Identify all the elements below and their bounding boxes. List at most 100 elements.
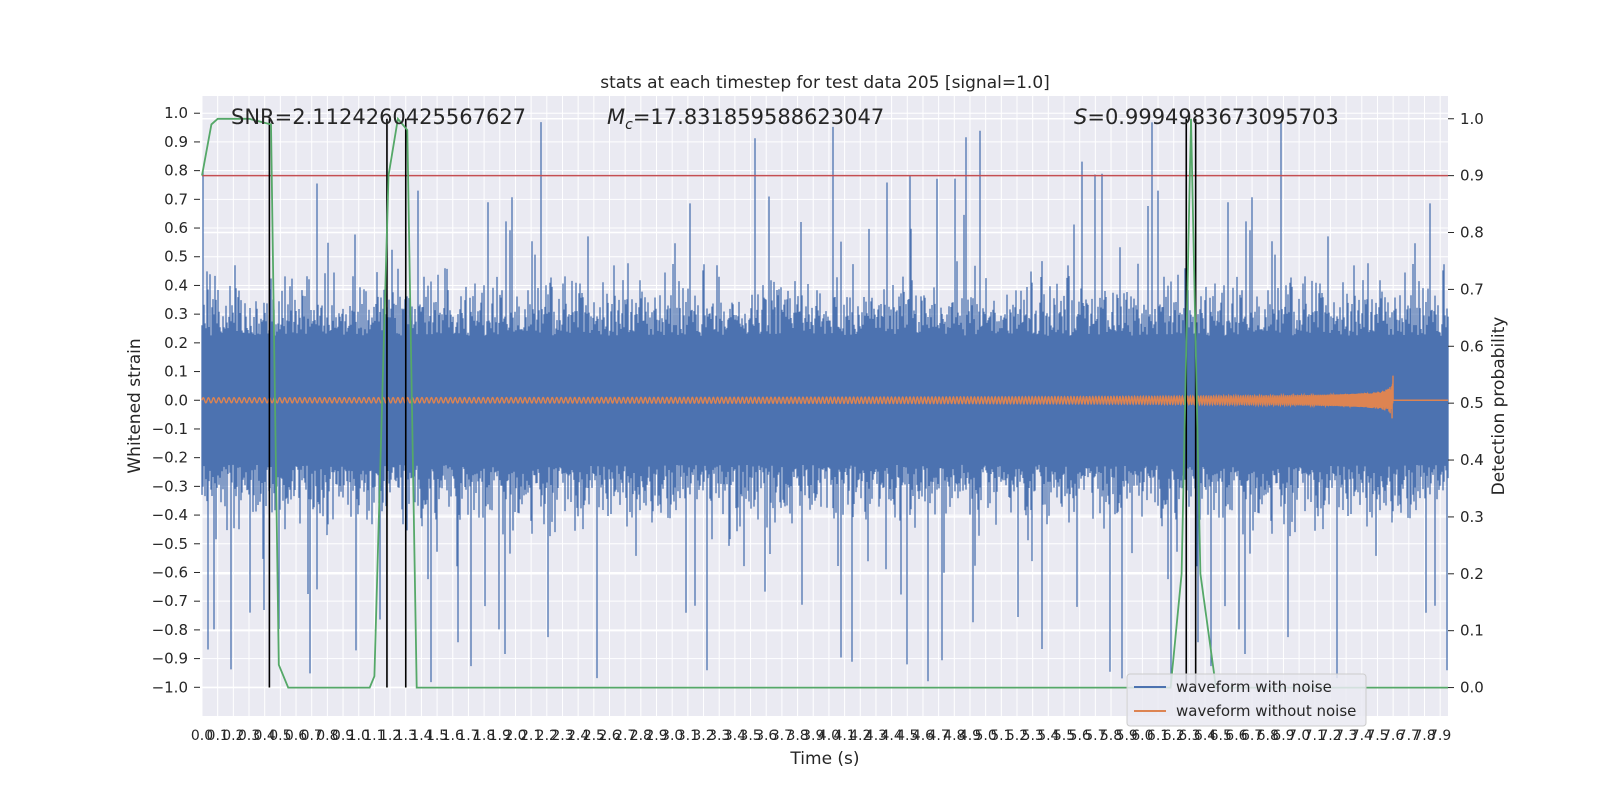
y-left-tick-label: −0.3 xyxy=(152,477,188,495)
x-tick-label: 5.1 xyxy=(990,728,1012,744)
x-tick-label: 7.0 xyxy=(1288,728,1310,744)
x-tick-label: 3.0 xyxy=(661,728,683,744)
x-tick-label: 1.0 xyxy=(348,728,370,744)
y-left-tick-label: 0.6 xyxy=(164,219,188,237)
x-tick-label: 0.5 xyxy=(269,728,291,744)
x-axis-label: Time (s) xyxy=(789,749,859,769)
x-tick-label: 0.9 xyxy=(332,728,354,744)
x-tick-label: 1.7 xyxy=(457,728,479,744)
x-tick-label: 6.2 xyxy=(1163,728,1185,744)
y-right-tick-label: 0.7 xyxy=(1460,280,1484,298)
chart-title: stats at each timestep for test data 205… xyxy=(600,73,1050,93)
x-tick-label: 0.3 xyxy=(238,728,260,744)
x-tick-label: 1.5 xyxy=(426,728,448,744)
x-tick-label: 4.8 xyxy=(943,728,965,744)
x-tick-label: 0.7 xyxy=(301,728,323,744)
x-tick-label: 5.3 xyxy=(1022,728,1044,744)
y-right-tick-label: 0.1 xyxy=(1460,622,1484,640)
y-right-tick-label: 0.0 xyxy=(1460,679,1484,697)
x-tick-label: 2.5 xyxy=(583,728,605,744)
y-left-tick-label: −0.5 xyxy=(152,535,188,553)
y-right-tick-label: 0.8 xyxy=(1460,224,1484,242)
x-tick-label: 3.3 xyxy=(708,728,730,744)
x-tick-label: 4.9 xyxy=(959,728,981,744)
y-left-tick-label: −0.1 xyxy=(152,420,188,438)
y-left-tick-label: −0.8 xyxy=(152,621,188,639)
x-tick-label: 6.4 xyxy=(1194,728,1216,744)
x-tick-label: 1.8 xyxy=(473,728,495,744)
x-tick-label: 5.8 xyxy=(1100,728,1122,744)
y-left-tick-label: 0.2 xyxy=(164,334,188,352)
x-tick-label: 7.1 xyxy=(1304,728,1326,744)
x-tick-label: 1.6 xyxy=(442,728,464,744)
s-annotation: S=0.9994983673095703 xyxy=(1074,105,1339,129)
x-tick-label: 6.3 xyxy=(1178,728,1200,744)
s-value: =0.9994983673095703 xyxy=(1087,105,1338,129)
snr-annotation: SNR=2.1124260425567627 xyxy=(231,105,526,129)
y-axis-right-ticks: 1.0 0.9 0.8 0.7 0.6 0.5 0.4 0.3 0.2 0.1 0.0 xyxy=(1448,110,1484,697)
event-lines xyxy=(268,118,1197,688)
y-left-tick-label: −0.4 xyxy=(152,506,188,524)
y-left-tick-label: −0.7 xyxy=(152,592,188,610)
x-tick-label: 1.4 xyxy=(410,728,432,744)
x-tick-label: 4.2 xyxy=(849,728,871,744)
x-tick-label: 4.5 xyxy=(896,728,918,744)
y-left-tick-label: 0.3 xyxy=(164,305,188,323)
x-tick-label: 5.9 xyxy=(1116,728,1138,744)
x-tick-label: 6.6 xyxy=(1225,728,1247,744)
x-tick-label: 0.6 xyxy=(285,728,307,744)
x-tick-label: 6.1 xyxy=(1147,728,1169,744)
y-left-tick-label: −0.9 xyxy=(152,650,188,668)
x-tick-label: 5.6 xyxy=(1069,728,1091,744)
legend: waveform with noise waveform without noi… xyxy=(1126,673,1367,727)
y-left-tick-label: 0.7 xyxy=(164,190,188,208)
x-tick-label: 6.9 xyxy=(1272,728,1294,744)
x-tick-label: 7.2 xyxy=(1319,728,1341,744)
x-tick-label: 4.1 xyxy=(833,728,855,744)
y-left-tick-label: −0.6 xyxy=(152,563,188,581)
y-left-tick-label: −0.2 xyxy=(152,449,188,467)
y-axis-left-ticks: 1.0 0.9 0.8 0.7 0.6 0.5 0.4 0.3 0.2 0.1 0.0 −0.1 −0.… xyxy=(152,104,200,696)
x-tick-label: 2.7 xyxy=(614,728,636,744)
y-left-tick-label: 1.0 xyxy=(164,104,188,122)
y-left-tick-label: 0.5 xyxy=(164,248,188,266)
y-left-tick-label: 0.1 xyxy=(164,363,188,381)
y-right-tick-label: 0.2 xyxy=(1460,565,1484,583)
x-tick-label: 3.1 xyxy=(677,728,699,744)
legend-box xyxy=(1126,673,1367,727)
x-tick-label: 0.0 xyxy=(191,728,213,744)
x-tick-label: 7.8 xyxy=(1413,728,1435,744)
y-left-tick-label: 0.0 xyxy=(164,391,188,409)
y-axis-label-right: Detection probability xyxy=(1489,317,1509,496)
legend-label-noise: waveform with noise xyxy=(1176,678,1332,696)
x-tick-label: 7.7 xyxy=(1398,728,1420,744)
chirp-mass-annotation: Mc=17.831859588623047 xyxy=(607,105,884,133)
x-tick-label: 7.6 xyxy=(1382,728,1404,744)
x-tick-label: 1.2 xyxy=(379,728,401,744)
y-right-tick-label: 1.0 xyxy=(1460,110,1484,128)
s-symbol: S xyxy=(1074,105,1087,129)
x-tick-label: 1.1 xyxy=(363,728,385,744)
x-tick-label: 4.0 xyxy=(818,728,840,744)
x-tick-label: 5.0 xyxy=(975,728,997,744)
x-tick-label: 7.9 xyxy=(1429,728,1451,744)
x-tick-label: 7.5 xyxy=(1366,728,1388,744)
x-tick-label: 3.6 xyxy=(755,728,777,744)
x-tick-label: 2.1 xyxy=(520,728,542,744)
y-left-tick-label: 0.9 xyxy=(164,133,188,151)
x-tick-label: 5.4 xyxy=(1037,728,1059,744)
x-tick-label: 2.8 xyxy=(630,728,652,744)
x-tick-label: 3.2 xyxy=(692,728,714,744)
x-tick-label: 3.5 xyxy=(739,728,761,744)
y-left-tick-label: 0.4 xyxy=(164,276,188,294)
legend-label-clean: waveform without noise xyxy=(1176,702,1356,720)
x-tick-label: 2.9 xyxy=(645,728,667,744)
x-axis-ticks: 0.00.10.20.30.40.50.60.70.80.91.01.11.21… xyxy=(191,728,1451,744)
y-right-tick-label: 0.9 xyxy=(1460,167,1484,185)
y-right-tick-label: 0.3 xyxy=(1460,508,1484,526)
x-tick-label: 4.3 xyxy=(865,728,887,744)
x-tick-label: 4.4 xyxy=(880,728,902,744)
x-tick-label: 2.4 xyxy=(567,728,589,744)
x-tick-label: 0.8 xyxy=(316,728,338,744)
y-right-tick-label: 0.6 xyxy=(1460,337,1484,355)
